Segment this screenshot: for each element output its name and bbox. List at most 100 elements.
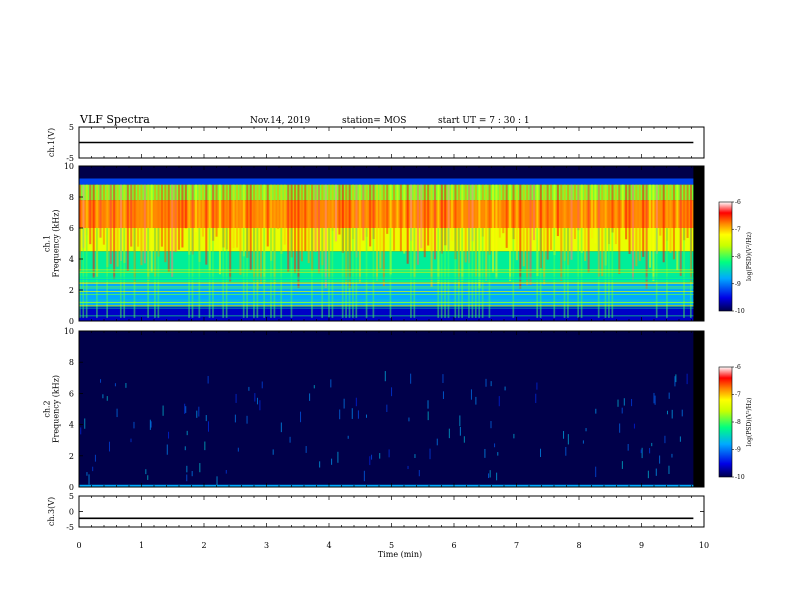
ch1-spectrogram-texture <box>249 184 252 271</box>
ch1-spectrogram-texture <box>399 184 402 252</box>
ch2-spectrogram-ytick-label: 0 <box>69 483 74 492</box>
ch1-spectrogram-texture <box>242 184 245 257</box>
ch1-spectrogram-texture <box>352 184 355 240</box>
ch2-spectrogram-speck <box>653 392 655 404</box>
ch1-spectrogram-texture <box>597 228 600 318</box>
ch1-spectrogram-texture <box>457 228 460 318</box>
ch1-spectrogram-texture <box>362 184 365 241</box>
ch1-spectrogram-texture <box>276 184 280 230</box>
x-tick-label: 3 <box>264 541 269 550</box>
ch3-waveform-panel: 5 0 -5 ch.3(V) <box>47 492 705 532</box>
ch1-spectrogram-texture <box>311 184 314 271</box>
ch1-spectrogram-texture <box>451 184 454 241</box>
ch2-spectrogram-speck <box>261 381 263 389</box>
ch2-spectrogram-speck <box>410 373 412 384</box>
ch1-spectrogram-texture <box>389 228 392 318</box>
ch2-spectrogram-speck <box>513 433 515 439</box>
ch2-spectrogram-speck <box>184 403 186 414</box>
ch1-spectrogram-texture <box>212 184 215 241</box>
ch2-spectrogram-speck <box>204 441 206 451</box>
ch2-spectrogram-speck <box>185 406 187 413</box>
ch2-spectrogram-speck <box>339 409 341 420</box>
ch1-spectrogram-texture <box>188 184 191 255</box>
ch1-spectrogram-texture <box>345 228 347 318</box>
ch1-spectrogram-texture <box>218 184 221 275</box>
ch1-spectrogram-texture <box>577 184 580 231</box>
ch1-spectrogram-texture <box>642 184 645 257</box>
ch1-spectrogram-texture <box>488 184 491 255</box>
ch2-spectrogram-speck <box>289 436 291 443</box>
ch3-waveform-ytick-label: 5 <box>69 492 74 501</box>
ch1-spectrogram-texture <box>143 184 146 264</box>
ch1-spectrogram-texture <box>427 184 430 246</box>
ch1-spectrogram-texture <box>406 184 409 264</box>
ch1-spectrogram-ytick-label: 4 <box>69 255 74 264</box>
ch2-spectrogram-speck <box>489 470 491 478</box>
ch2-spectrogram-speck <box>470 389 472 400</box>
ch2-spectrogram-speck <box>536 382 538 390</box>
ch2-spectrogram-speck <box>379 453 381 459</box>
ch2-spectrogram-speck <box>459 426 461 436</box>
ch1-spectrogram-texture <box>440 228 443 318</box>
ch2-colorbar-tick-label: -7 <box>735 392 741 399</box>
ch3-waveform-ylabel: ch.3(V) <box>47 497 56 526</box>
ch1-spectrogram-texture <box>498 184 501 238</box>
ch2-spectrogram-speck <box>386 404 388 413</box>
ch1-spectrogram-texture <box>621 184 624 231</box>
ch1-spectrogram-texture <box>655 184 658 254</box>
ch2-spectrogram-speck <box>191 471 193 477</box>
ch2-spectrogram-speck <box>631 398 633 407</box>
ch1-spectrogram-texture <box>246 228 248 318</box>
ch1-spectrogram-texture <box>341 184 344 253</box>
ch1-spectrogram-band <box>79 178 694 185</box>
ch1-spectrogram-texture <box>611 228 614 318</box>
ch1-spectrogram-texture <box>188 228 190 318</box>
ch2-spectrogram-speck <box>363 470 365 482</box>
ch2-spectrogram-speck <box>497 452 499 456</box>
ch1-spectrogram-texture <box>628 184 631 254</box>
ch1-spectrogram-texture <box>444 228 446 318</box>
ch2-spectrogram-speck <box>133 421 135 429</box>
ch2-spectrogram-speck <box>504 386 506 391</box>
ch1-spectrogram-texture <box>164 184 167 263</box>
ch1-spectrogram-texture <box>355 228 358 318</box>
ch2-spectrogram-speck <box>649 447 651 454</box>
ch2-spectrogram-speck <box>347 435 349 439</box>
ch1-colorbar-gradient <box>718 201 733 312</box>
ch1-spectrogram-texture <box>222 228 225 318</box>
ch1-spectrogram-texture <box>157 184 160 257</box>
ch1-spectrogram-texture <box>150 184 153 273</box>
ch1-spectrogram-texture <box>348 228 351 318</box>
ch2-spectrogram-speck <box>207 375 209 384</box>
ch1-spectrogram-texture <box>195 184 198 233</box>
ch1-spectrogram-texture <box>594 184 597 244</box>
ch1-colorbar-tick-label: -9 <box>735 281 741 288</box>
ch1-spectrogram-texture <box>126 184 129 271</box>
ch2-spectrogram-speck <box>198 406 200 417</box>
ch1-waveform-ytick-label: -5 <box>66 154 74 163</box>
ch2-spectrogram-speck <box>655 468 657 476</box>
ch2-spectrogram-speck <box>679 436 681 442</box>
ch2-spectrogram-speck <box>674 376 676 387</box>
ch1-spectrogram-texture <box>99 184 102 238</box>
ch1-spectrogram-texture <box>106 228 109 318</box>
x-tick-label: 4 <box>326 541 331 550</box>
ch1-spectrogram-texture <box>529 184 532 285</box>
ch1-spectrogram-texture <box>666 228 668 318</box>
ch2-spectrogram-speck <box>207 421 209 432</box>
ch2-spectrogram-speck <box>651 442 653 447</box>
x-tick-label: 10 <box>699 541 709 550</box>
figure-title: VLF Spectra <box>79 113 150 126</box>
ch2-spectrogram-speck <box>319 461 321 468</box>
ch1-spectrogram-texture <box>297 184 300 289</box>
ch1-spectrogram-ytick-label: 0 <box>69 317 74 326</box>
ch1-spectrogram-texture <box>191 228 194 318</box>
ch2-spectrogram-speck <box>595 466 597 478</box>
ch1-spectrogram-texture <box>130 184 133 247</box>
ch1-spectrogram-texture <box>430 184 433 287</box>
ch1-spectrogram-texture <box>652 184 655 282</box>
ch1-spectrogram-texture <box>618 184 621 274</box>
ch1-spectrogram-texture <box>662 184 665 263</box>
ch2-spectrogram-speck <box>595 408 597 414</box>
ch1-spectrogram-texture <box>290 228 293 318</box>
